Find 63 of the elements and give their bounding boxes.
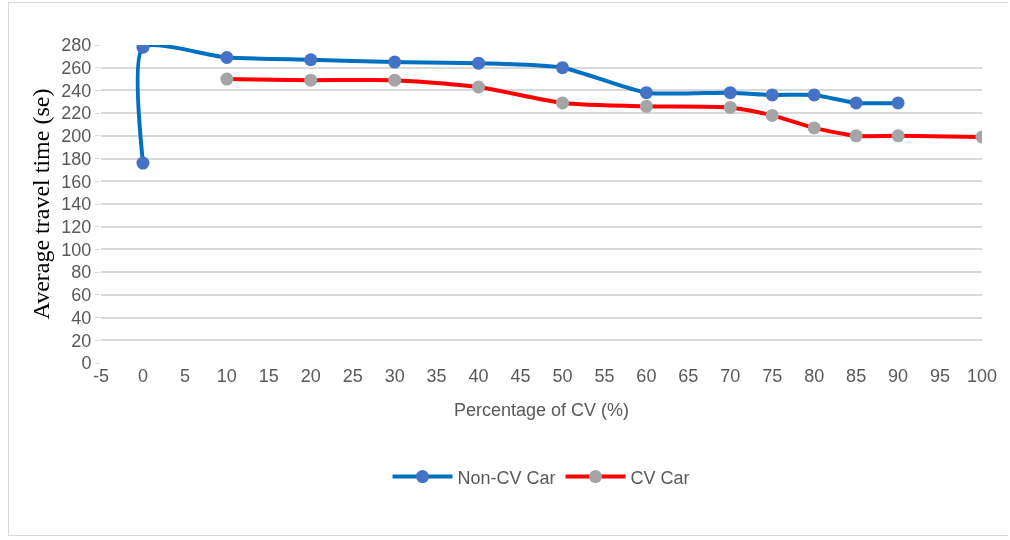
x-tick-label: 25 [342, 366, 363, 386]
y-axis-title: Average travel time (se) [28, 88, 55, 320]
point [723, 86, 737, 100]
y-tick-label: 100 [61, 239, 92, 260]
point [220, 50, 234, 64]
x-tick-label: 75 [762, 366, 783, 386]
x-tick-label: 10 [216, 366, 237, 386]
y-tick-label: 80 [71, 262, 92, 283]
point [304, 73, 318, 87]
x-tick-label: 40 [468, 366, 489, 386]
point [807, 88, 821, 102]
x-tick-label: 85 [846, 366, 867, 386]
y-tick-label: 220 [61, 103, 92, 124]
y-tick-label: 280 [61, 35, 92, 56]
x-tick-label: 100 [966, 366, 998, 386]
point [555, 96, 569, 110]
legend-label: Non-CV Car [457, 467, 556, 488]
point [807, 121, 821, 135]
x-tick-label: 50 [552, 366, 573, 386]
point [388, 55, 402, 69]
x-tick-label: 0 [137, 366, 148, 386]
point [639, 86, 653, 100]
x-tick-label: 20 [300, 366, 321, 386]
point [891, 96, 905, 110]
point [723, 100, 737, 114]
y-tick-label: 120 [61, 217, 92, 238]
x-tick-label: 55 [594, 366, 615, 386]
point [220, 72, 234, 86]
y-tick-label: 180 [61, 148, 92, 169]
x-tick-label: 5 [179, 366, 190, 386]
y-tick-label: 260 [61, 58, 92, 79]
point [136, 156, 150, 170]
y-tick-label: 20 [71, 330, 92, 351]
point [849, 129, 863, 143]
point [765, 108, 779, 122]
x-tick-label: 60 [636, 366, 657, 386]
point [765, 88, 779, 102]
y-tick-label: 200 [61, 126, 92, 147]
x-tick-label: 95 [930, 366, 951, 386]
point [472, 80, 486, 94]
point [639, 99, 653, 113]
x-tick-label: 35 [426, 366, 447, 386]
x-tick-label: 30 [384, 366, 405, 386]
x-tick-label: 45 [510, 366, 531, 386]
point [555, 61, 569, 75]
y-tick-label: 140 [61, 194, 92, 215]
y-tick-label: 240 [61, 80, 92, 101]
legend-label: CV Car [630, 467, 690, 488]
x-tick-label: 80 [804, 366, 825, 386]
x-tick-label: 65 [678, 366, 699, 386]
x-tick-label: 70 [720, 366, 741, 386]
y-tick-label: 160 [61, 171, 92, 192]
point [472, 56, 486, 70]
x-tick-label: -5 [92, 366, 110, 386]
point [304, 53, 318, 67]
x-tick-label: 90 [888, 366, 909, 386]
point [891, 129, 905, 143]
y-tick-label: 40 [71, 307, 92, 328]
y-tick-label: 60 [71, 285, 92, 306]
x-axis-title: Percentage of CV (%) [453, 400, 630, 421]
point [849, 96, 863, 110]
x-tick-label: 15 [258, 366, 279, 386]
point [388, 73, 402, 87]
